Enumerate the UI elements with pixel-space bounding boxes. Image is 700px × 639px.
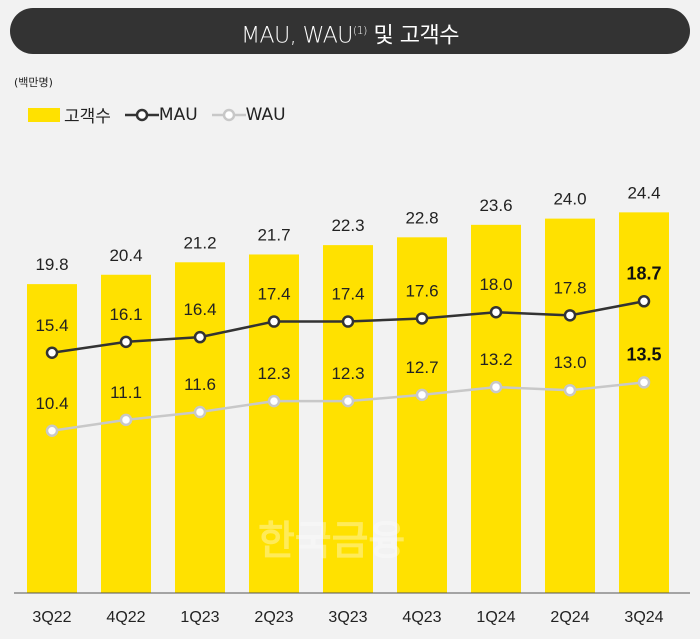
data-point bbox=[193, 330, 207, 344]
bar bbox=[101, 274, 151, 593]
bar bbox=[471, 224, 521, 593]
x-tick-label: 3Q23 bbox=[328, 609, 367, 626]
legend-swatch-bar bbox=[28, 107, 60, 122]
line-value-label: 17.6 bbox=[405, 281, 438, 300]
title-suffix: 및 고객수 bbox=[366, 23, 459, 49]
x-tick-label: 2Q23 bbox=[254, 609, 293, 626]
x-tick-label: 1Q24 bbox=[476, 609, 515, 626]
legend-label: MAU bbox=[158, 104, 198, 125]
unit-label: (백만명) bbox=[14, 76, 53, 89]
data-point bbox=[45, 346, 59, 360]
line-value-label: 12.7 bbox=[405, 358, 438, 377]
legend: 고객수 MAU WAU bbox=[28, 102, 300, 127]
line-value-label: 15.4 bbox=[35, 316, 68, 335]
data-point bbox=[119, 413, 133, 427]
data-point bbox=[637, 295, 651, 308]
bar-value-label: 23.6 bbox=[479, 196, 512, 215]
data-point bbox=[415, 388, 429, 402]
bar-value-label: 20.4 bbox=[109, 246, 142, 265]
data-point bbox=[119, 335, 133, 349]
bar bbox=[27, 284, 77, 593]
title-text: MAU, WAU bbox=[241, 23, 353, 49]
bar bbox=[249, 254, 299, 594]
legend-item-mau: MAU bbox=[124, 104, 198, 125]
line-value-label: 18.7 bbox=[626, 263, 661, 283]
legend-line-marker-icon bbox=[211, 108, 246, 121]
bar-value-label: 24.4 bbox=[627, 183, 660, 202]
data-point bbox=[563, 309, 577, 322]
data-point bbox=[193, 405, 207, 419]
data-point bbox=[489, 305, 503, 319]
data-point bbox=[45, 424, 59, 438]
bar bbox=[175, 262, 225, 593]
line-value-label: 12.3 bbox=[257, 364, 290, 383]
data-point bbox=[341, 394, 355, 408]
data-point bbox=[415, 312, 429, 325]
data-point bbox=[563, 383, 577, 397]
bar bbox=[323, 245, 373, 593]
data-point bbox=[489, 380, 503, 394]
line-value-label: 13.5 bbox=[626, 344, 661, 364]
bar-value-label: 21.7 bbox=[257, 225, 290, 244]
x-tick-label: 4Q22 bbox=[106, 609, 145, 626]
legend-item-customers: 고객수 bbox=[28, 102, 111, 127]
line-value-label: 10.4 bbox=[35, 394, 68, 413]
line-value-label: 13.0 bbox=[553, 353, 586, 372]
line-value-label: 16.1 bbox=[109, 305, 142, 324]
x-tick-label: 2Q24 bbox=[550, 609, 589, 626]
chart-title: MAU, WAU(1) 및 고객수 bbox=[10, 8, 690, 54]
bar-value-label: 22.8 bbox=[405, 208, 438, 227]
bar bbox=[545, 218, 595, 593]
line-value-label: 18.0 bbox=[479, 275, 512, 294]
line-value-label: 11.1 bbox=[110, 383, 142, 402]
data-point bbox=[267, 394, 281, 408]
x-tick-label: 4Q23 bbox=[402, 609, 441, 626]
title-footnote: (1) bbox=[352, 24, 368, 37]
data-point bbox=[637, 376, 651, 389]
line-value-label: 16.4 bbox=[183, 300, 216, 319]
line-value-label: 12.3 bbox=[331, 364, 364, 383]
data-point bbox=[267, 315, 281, 328]
line-value-label: 11.6 bbox=[184, 375, 216, 394]
legend-line-marker-icon bbox=[124, 108, 159, 121]
x-tick-label: 3Q24 bbox=[624, 609, 663, 626]
bar bbox=[397, 237, 447, 593]
x-tick-label: 1Q23 bbox=[180, 609, 219, 626]
data-point bbox=[341, 315, 355, 328]
line-value-label: 17.8 bbox=[553, 278, 586, 297]
x-tick-label: 3Q22 bbox=[32, 609, 71, 626]
legend-label: WAU bbox=[245, 104, 286, 125]
bar-value-label: 19.8 bbox=[35, 255, 68, 274]
legend-label: 고객수 bbox=[64, 107, 111, 127]
line-value-label: 17.4 bbox=[331, 285, 364, 304]
line-value-label: 13.2 bbox=[479, 350, 512, 369]
line-value-label: 17.4 bbox=[257, 285, 290, 304]
bar bbox=[619, 212, 669, 594]
bar-value-label: 22.3 bbox=[331, 216, 364, 235]
bar-value-label: 24.0 bbox=[553, 190, 586, 209]
bar-value-label: 21.2 bbox=[183, 233, 216, 252]
legend-item-wau: WAU bbox=[211, 104, 286, 125]
watermark-logo: 한국금융 bbox=[258, 518, 406, 564]
